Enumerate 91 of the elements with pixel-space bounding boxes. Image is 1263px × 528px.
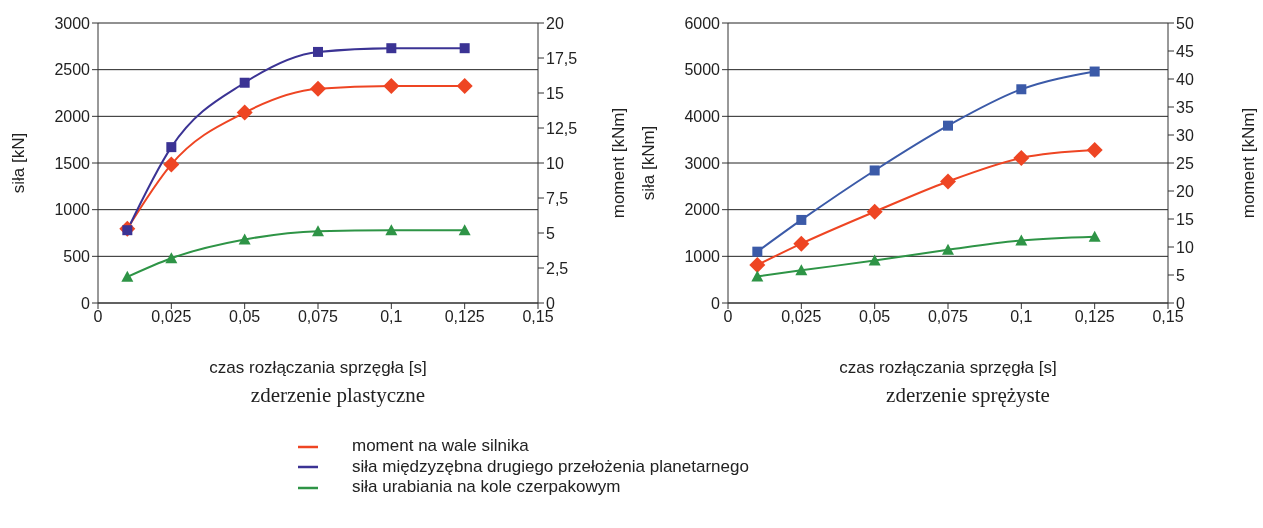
x-tick-label: 0,075: [927, 308, 969, 326]
y2-tick-label: 45: [1176, 42, 1194, 60]
y2-tick-label: 7,5: [546, 189, 569, 207]
point: [1015, 234, 1028, 246]
y-tick-label: 5000: [684, 61, 721, 79]
y-tick-label: 0: [711, 294, 721, 312]
y2-axis-title: moment [kNm]: [1239, 107, 1259, 219]
legend-label: moment na wale silnika: [352, 436, 529, 455]
y-tick-label: 3000: [54, 14, 91, 32]
point: [795, 264, 808, 276]
y2-tick-label: 40: [1176, 70, 1194, 88]
x-axis-title: czas rozłączania sprzęgła [s]: [209, 358, 427, 377]
y-tick-label: 2000: [684, 201, 721, 219]
point: [236, 104, 253, 121]
point: [385, 224, 398, 236]
point: [386, 43, 397, 54]
x-tick-label: 0,125: [444, 308, 485, 326]
point: [866, 203, 883, 220]
y-tick-label: 1500: [54, 154, 91, 172]
point: [751, 270, 764, 282]
point: [458, 224, 471, 236]
y2-tick-label: 5: [1176, 266, 1185, 284]
point: [310, 80, 326, 97]
x-tick-label: 0,1: [1010, 308, 1033, 326]
point: [239, 77, 250, 88]
y2-tick-label: 17,5: [546, 49, 578, 67]
point: [456, 78, 473, 94]
point: [166, 142, 177, 153]
point: [1088, 230, 1101, 242]
x-tick-label: 0,125: [1074, 308, 1115, 326]
legend-label: siła urabiania na kole czerpakowym: [352, 477, 621, 497]
point: [459, 43, 470, 54]
y2-tick-label: 2,5: [546, 259, 569, 277]
x-tick-label: 0,075: [297, 308, 339, 326]
y2-tick-label: 50: [1176, 14, 1194, 32]
x-tick-label: 0,05: [859, 308, 891, 326]
point: [752, 246, 763, 257]
text: zderzenie plastyczne: [249, 383, 427, 408]
x-tick-label: 0,15: [522, 308, 554, 326]
x-tick-label: 0,15: [1152, 308, 1184, 326]
y2-tick-label: 5: [546, 224, 555, 242]
y2-tick-label: 15: [546, 84, 564, 102]
point: [165, 252, 178, 264]
x-tick-label: 0: [723, 308, 733, 326]
point: [940, 173, 956, 190]
legend-label: siła międzyzębna drugiego przełożenia planetarnego: [352, 456, 749, 476]
x-tick-label: 0,05: [229, 308, 261, 326]
y-tick-label: 2500: [54, 61, 91, 79]
y2-tick-label: 10: [1176, 238, 1194, 256]
point: [796, 214, 807, 225]
point: [238, 233, 251, 245]
x-axis-title: czas rozłączania sprzęgła [s]: [839, 358, 1057, 377]
point: [313, 46, 323, 57]
y2-tick-label: 35: [1176, 98, 1194, 116]
y-axis-title: siła [kN]: [9, 132, 29, 194]
x-tick-label: 0,025: [781, 308, 822, 326]
y-tick-label: 500: [63, 248, 91, 266]
point: [1089, 66, 1100, 77]
point: [121, 270, 134, 282]
point: [793, 235, 810, 252]
point: [1013, 149, 1030, 166]
point: [869, 165, 880, 176]
point: [943, 120, 953, 131]
point: [312, 225, 324, 237]
y-tick-label: 6000: [684, 14, 721, 32]
y2-tick-label: 30: [1176, 126, 1194, 144]
x-tick-label: 0,025: [151, 308, 192, 326]
point: [383, 78, 400, 94]
y-tick-label: 1000: [54, 201, 91, 219]
y2-tick-label: 25: [1176, 154, 1194, 172]
text: zderzenie sprężyste: [885, 383, 1051, 408]
x-tick-label: 0: [93, 308, 103, 326]
point: [749, 256, 766, 273]
point: [163, 156, 180, 173]
point: [1016, 84, 1027, 95]
y-tick-label: 2000: [54, 108, 91, 126]
y-tick-label: 4000: [684, 108, 721, 126]
y2-tick-label: 12,5: [546, 119, 578, 137]
y-tick-label: 0: [81, 294, 91, 312]
y2-tick-label: 15: [1176, 210, 1194, 228]
point: [868, 254, 881, 266]
y-tick-label: 3000: [684, 154, 721, 172]
y2-axis-title: moment [kNm]: [609, 107, 629, 219]
point: [1086, 142, 1103, 159]
y2-tick-label: 20: [1176, 182, 1194, 200]
point: [942, 243, 954, 255]
y2-tick-label: 10: [546, 154, 564, 172]
y-tick-label: 1000: [684, 248, 721, 266]
x-tick-label: 0,1: [380, 308, 403, 326]
y-axis-title: siła [kNm]: [639, 125, 659, 201]
y2-tick-label: 20: [546, 14, 564, 32]
